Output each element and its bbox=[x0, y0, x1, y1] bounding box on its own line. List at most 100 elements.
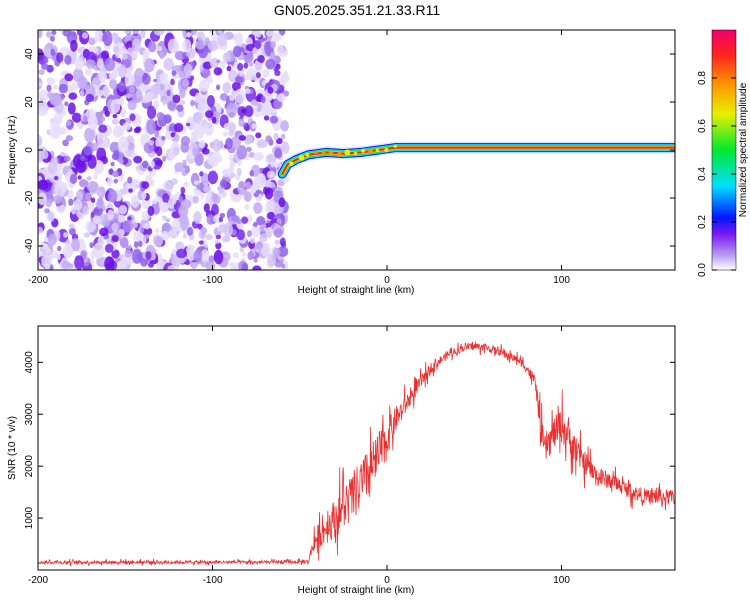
noise-speck bbox=[170, 78, 175, 86]
noise-speck bbox=[263, 37, 267, 41]
noise-speck bbox=[203, 121, 214, 136]
noise-speck bbox=[127, 47, 134, 54]
noise-speck bbox=[265, 135, 273, 143]
noise-speck bbox=[132, 248, 142, 264]
noise-speck bbox=[112, 170, 120, 178]
noise-speck bbox=[62, 30, 72, 37]
noise-speck bbox=[129, 113, 136, 122]
noise-speck bbox=[155, 159, 163, 166]
noise-speck bbox=[279, 237, 286, 247]
y-tick-label: -20 bbox=[24, 190, 35, 205]
noise-speck bbox=[71, 238, 80, 252]
noise-speck bbox=[276, 218, 282, 224]
noise-speck bbox=[124, 30, 131, 34]
noise-speck bbox=[236, 218, 242, 224]
noise-speck bbox=[64, 101, 69, 107]
colorbar-tick-label: 0.0 bbox=[697, 263, 708, 277]
noise-speck bbox=[111, 222, 119, 232]
noise-speck bbox=[167, 264, 179, 270]
noise-speck bbox=[266, 211, 276, 220]
noise-speck bbox=[130, 195, 140, 208]
noise-speck bbox=[141, 192, 147, 200]
noise-speck bbox=[190, 99, 196, 107]
noise-speck bbox=[110, 99, 121, 114]
noise-speck bbox=[211, 193, 219, 202]
noise-speck bbox=[119, 157, 124, 165]
noise-speck bbox=[74, 255, 84, 270]
x-tick-label: 0 bbox=[384, 575, 390, 586]
noise-speck bbox=[174, 162, 185, 173]
noise-speck bbox=[206, 214, 215, 225]
noise-speck bbox=[84, 68, 92, 76]
noise-speck bbox=[58, 83, 68, 94]
noise-speck bbox=[263, 115, 270, 121]
noise-speck bbox=[166, 89, 171, 97]
noise-speck bbox=[99, 227, 109, 236]
noise-speck bbox=[106, 177, 114, 186]
y-tick-label: 2000 bbox=[24, 455, 35, 478]
noise-speck bbox=[195, 40, 206, 50]
noise-speck bbox=[98, 124, 108, 133]
x-tick-label: -100 bbox=[203, 275, 223, 286]
noise-speck bbox=[236, 229, 245, 241]
noise-speck bbox=[57, 245, 62, 252]
noise-speck bbox=[127, 216, 132, 221]
noise-speck bbox=[272, 247, 281, 257]
y-tick-label: 3000 bbox=[24, 403, 35, 426]
noise-speck bbox=[222, 82, 232, 94]
noise-speck bbox=[160, 230, 170, 241]
noise-speck bbox=[245, 37, 253, 46]
noise-speck bbox=[140, 227, 145, 234]
noise-speck bbox=[232, 45, 242, 57]
noise-speck bbox=[193, 111, 204, 121]
noise-speck bbox=[44, 208, 51, 214]
signal-blotch bbox=[289, 161, 294, 166]
noise-speck bbox=[193, 211, 202, 224]
noise-speck bbox=[92, 215, 102, 224]
noise-speck bbox=[128, 188, 133, 193]
noise-speck bbox=[236, 145, 247, 160]
y-tick-label: 4000 bbox=[24, 351, 35, 374]
noise-speck bbox=[118, 204, 128, 215]
noise-speck bbox=[231, 265, 236, 270]
noise-speck bbox=[178, 195, 183, 203]
noise-speck bbox=[64, 155, 71, 162]
noise-speck bbox=[65, 135, 73, 142]
noise-speck bbox=[253, 104, 258, 111]
noise-speck bbox=[219, 212, 226, 219]
signal-blotch bbox=[361, 148, 366, 153]
noise-speck bbox=[237, 160, 242, 166]
y-tick-label: -40 bbox=[24, 238, 35, 253]
noise-speck bbox=[206, 95, 215, 107]
noise-speck bbox=[184, 165, 190, 174]
noise-speck bbox=[270, 161, 275, 168]
noise-speck bbox=[199, 79, 210, 92]
noise-speck bbox=[281, 141, 290, 155]
noise-speck bbox=[82, 205, 89, 215]
noise-speck bbox=[274, 70, 281, 77]
noise-speck bbox=[53, 194, 62, 204]
noise-speck bbox=[241, 262, 249, 270]
noise-speck bbox=[151, 198, 158, 205]
noise-speck bbox=[45, 31, 52, 38]
noise-speck bbox=[239, 246, 245, 253]
noise-speck bbox=[265, 58, 276, 70]
colorbar-tick-label: 0.4 bbox=[697, 167, 708, 181]
noise-speck bbox=[55, 253, 61, 261]
noise-speck bbox=[241, 216, 249, 224]
noise-speck bbox=[87, 114, 98, 131]
noise-speck bbox=[276, 44, 285, 57]
y-tick-label: 40 bbox=[24, 48, 35, 60]
noise-speck bbox=[215, 234, 222, 240]
noise-speck bbox=[113, 37, 119, 45]
noise-speck bbox=[257, 139, 268, 148]
noise-speck bbox=[270, 40, 277, 49]
noise-speck bbox=[133, 80, 139, 87]
noise-speck bbox=[87, 154, 97, 169]
noise-speck bbox=[171, 178, 178, 186]
noise-speck bbox=[83, 115, 88, 122]
noise-speck bbox=[143, 222, 151, 230]
noise-speck bbox=[213, 249, 224, 265]
noise-speck bbox=[161, 215, 167, 221]
noise-speck bbox=[85, 192, 91, 202]
